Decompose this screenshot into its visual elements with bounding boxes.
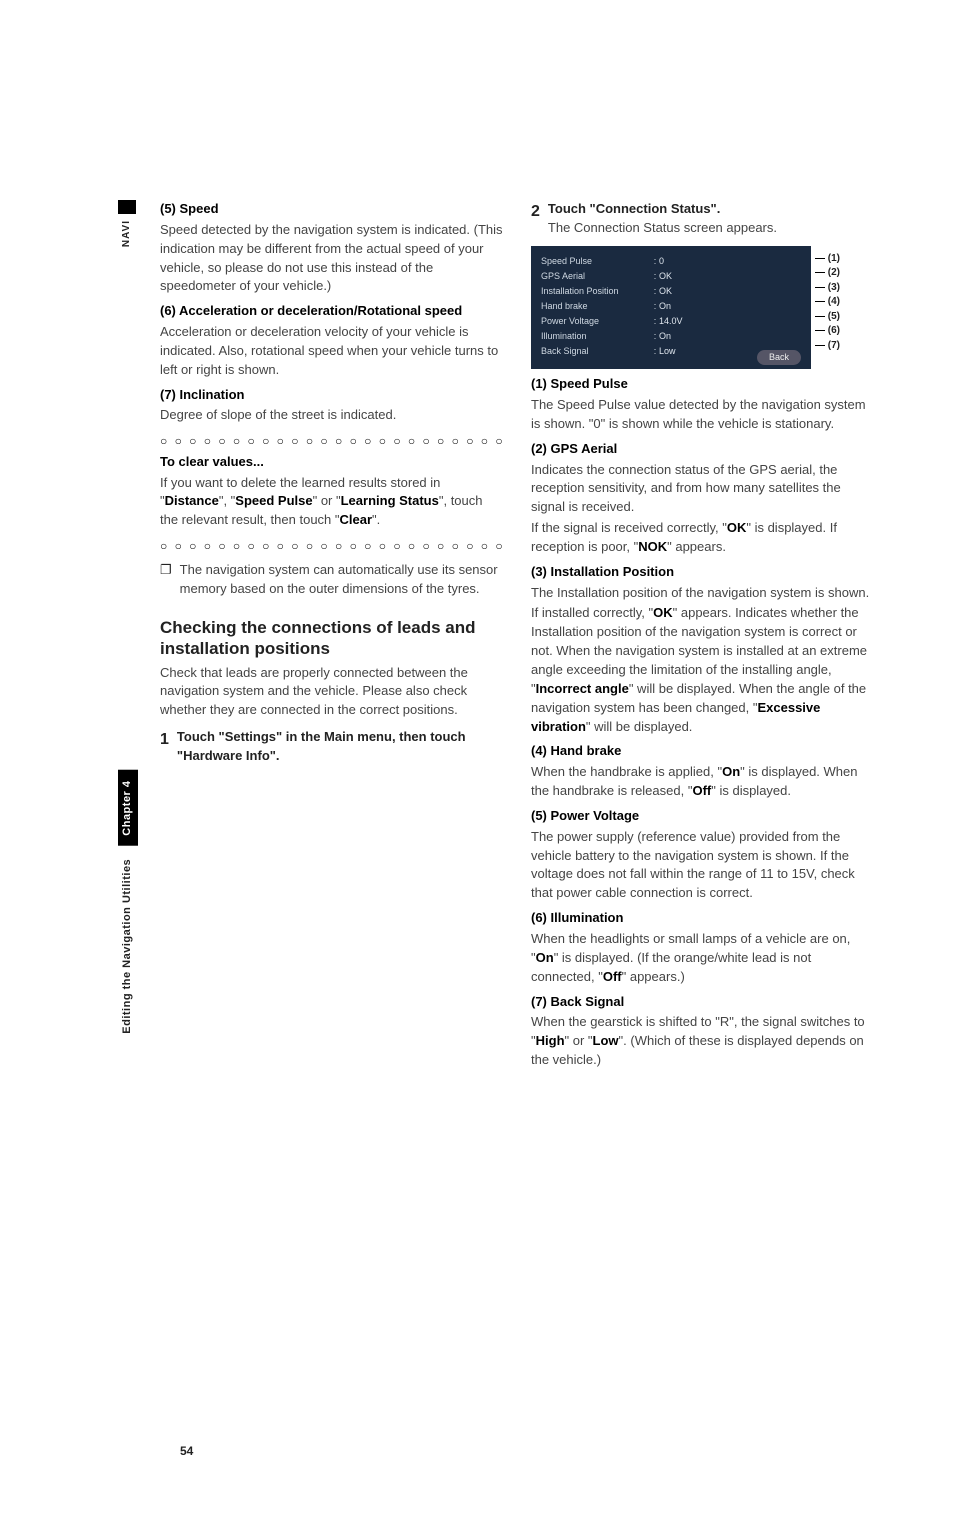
step-1: 1 Touch "Settings" in the Main menu, the… [160, 728, 503, 766]
navi-tab-bar [118, 200, 136, 214]
figure-callout: (5) [815, 310, 840, 325]
text-install-pos-b: If installed correctly, "OK" appears. In… [531, 604, 874, 736]
text-illumination: When the headlights or small lamps of a … [531, 930, 874, 987]
left-column: (5) Speed Speed detected by the navigati… [160, 200, 503, 1072]
text-speed: Speed detected by the navigation system … [160, 221, 503, 296]
text-install-pos-a: The Installation position of the navigat… [531, 584, 874, 603]
note-text: The navigation system can automatically … [180, 561, 503, 599]
step-2-sub: The Connection Status screen appears. [548, 220, 777, 235]
text-hand-brake: When the handbrake is applied, "On" is d… [531, 763, 874, 801]
navi-tab: NAVI [118, 200, 136, 253]
step-2: 2 Touch "Connection Status". The Connect… [531, 200, 874, 238]
section-intro: Check that leads are properly connected … [160, 664, 503, 721]
back-button[interactable]: Back [757, 350, 801, 365]
heading-speed: (5) Speed [160, 200, 503, 219]
heading-back-signal: (7) Back Signal [531, 993, 874, 1012]
chapter-label: Chapter 4 [118, 770, 138, 845]
figure-row: Hand brake:On [541, 299, 801, 314]
divider-dots: ○ ○ ○ ○ ○ ○ ○ ○ ○ ○ ○ ○ ○ ○ ○ ○ ○ ○ ○ ○ … [160, 538, 503, 555]
text-gps-aerial-a: Indicates the connection status of the G… [531, 461, 874, 518]
heading-gps-aerial: (2) GPS Aerial [531, 440, 874, 459]
figure-callout: (1) [815, 252, 840, 267]
text-gps-aerial-b: If the signal is received correctly, "OK… [531, 519, 874, 557]
figure-row: Installation Position:OK [541, 284, 801, 299]
text-inclination: Degree of slope of the street is indicat… [160, 406, 503, 425]
note-bullet: ❐ The navigation system can automaticall… [160, 561, 503, 599]
heading-install-pos: (3) Installation Position [531, 563, 874, 582]
heading-clear-values: To clear values... [160, 453, 503, 472]
text-power-voltage: The power supply (reference value) provi… [531, 828, 874, 903]
figure-callout: (3) [815, 281, 840, 296]
section-title: Checking the connections of leads and in… [160, 617, 503, 660]
divider-dots: ○ ○ ○ ○ ○ ○ ○ ○ ○ ○ ○ ○ ○ ○ ○ ○ ○ ○ ○ ○ … [160, 433, 503, 450]
figure-callout: (2) [815, 266, 840, 281]
page-number: 54 [180, 1443, 193, 1460]
right-column: 2 Touch "Connection Status". The Connect… [531, 200, 874, 1072]
figure-callouts: (1)(2)(3)(4)(5)(6)(7) [811, 246, 840, 370]
figure-row: GPS Aerial:OK [541, 269, 801, 284]
step-number: 2 [531, 200, 540, 238]
heading-inclination: (7) Inclination [160, 386, 503, 405]
page: NAVI Editing the Navigation Utilities Ch… [0, 0, 954, 1520]
figure-callout: (7) [815, 339, 840, 354]
bullet-icon: ❐ [160, 561, 172, 599]
content-columns: (5) Speed Speed detected by the navigati… [160, 200, 874, 1072]
heading-illumination: (6) Illumination [531, 909, 874, 928]
figure-row: Illumination:On [541, 329, 801, 344]
figure-row: Speed Pulse:0 [541, 254, 801, 269]
text-speed-pulse: The Speed Pulse value detected by the na… [531, 396, 874, 434]
screenshot-panel: Speed Pulse:0GPS Aerial:OKInstallation P… [531, 246, 811, 370]
step-2-lead: Touch "Connection Status". [548, 201, 720, 216]
heading-hand-brake: (4) Hand brake [531, 742, 874, 761]
step-number: 1 [160, 728, 169, 766]
figure-row: Power Voltage:14.0V [541, 314, 801, 329]
side-vertical-label: Editing the Navigation Utilities Chapter… [118, 770, 136, 1034]
figure-callout: (4) [815, 295, 840, 310]
text-clear-values: If you want to delete the learned result… [160, 474, 503, 531]
text-back-signal: When the gearstick is shifted to "R", th… [531, 1013, 874, 1070]
heading-accel: (6) Acceleration or deceleration/Rotatio… [160, 302, 503, 321]
figure-callout: (6) [815, 324, 840, 339]
heading-power-voltage: (5) Power Voltage [531, 807, 874, 826]
step-1-text: Touch "Settings" in the Main menu, then … [177, 729, 466, 763]
heading-speed-pulse: (1) Speed Pulse [531, 375, 874, 394]
navi-tab-label: NAVI [120, 220, 135, 247]
connection-status-figure: Speed Pulse:0GPS Aerial:OKInstallation P… [531, 246, 874, 370]
side-section-label: Editing the Navigation Utilities [121, 859, 133, 1034]
text-accel: Acceleration or deceleration velocity of… [160, 323, 503, 380]
